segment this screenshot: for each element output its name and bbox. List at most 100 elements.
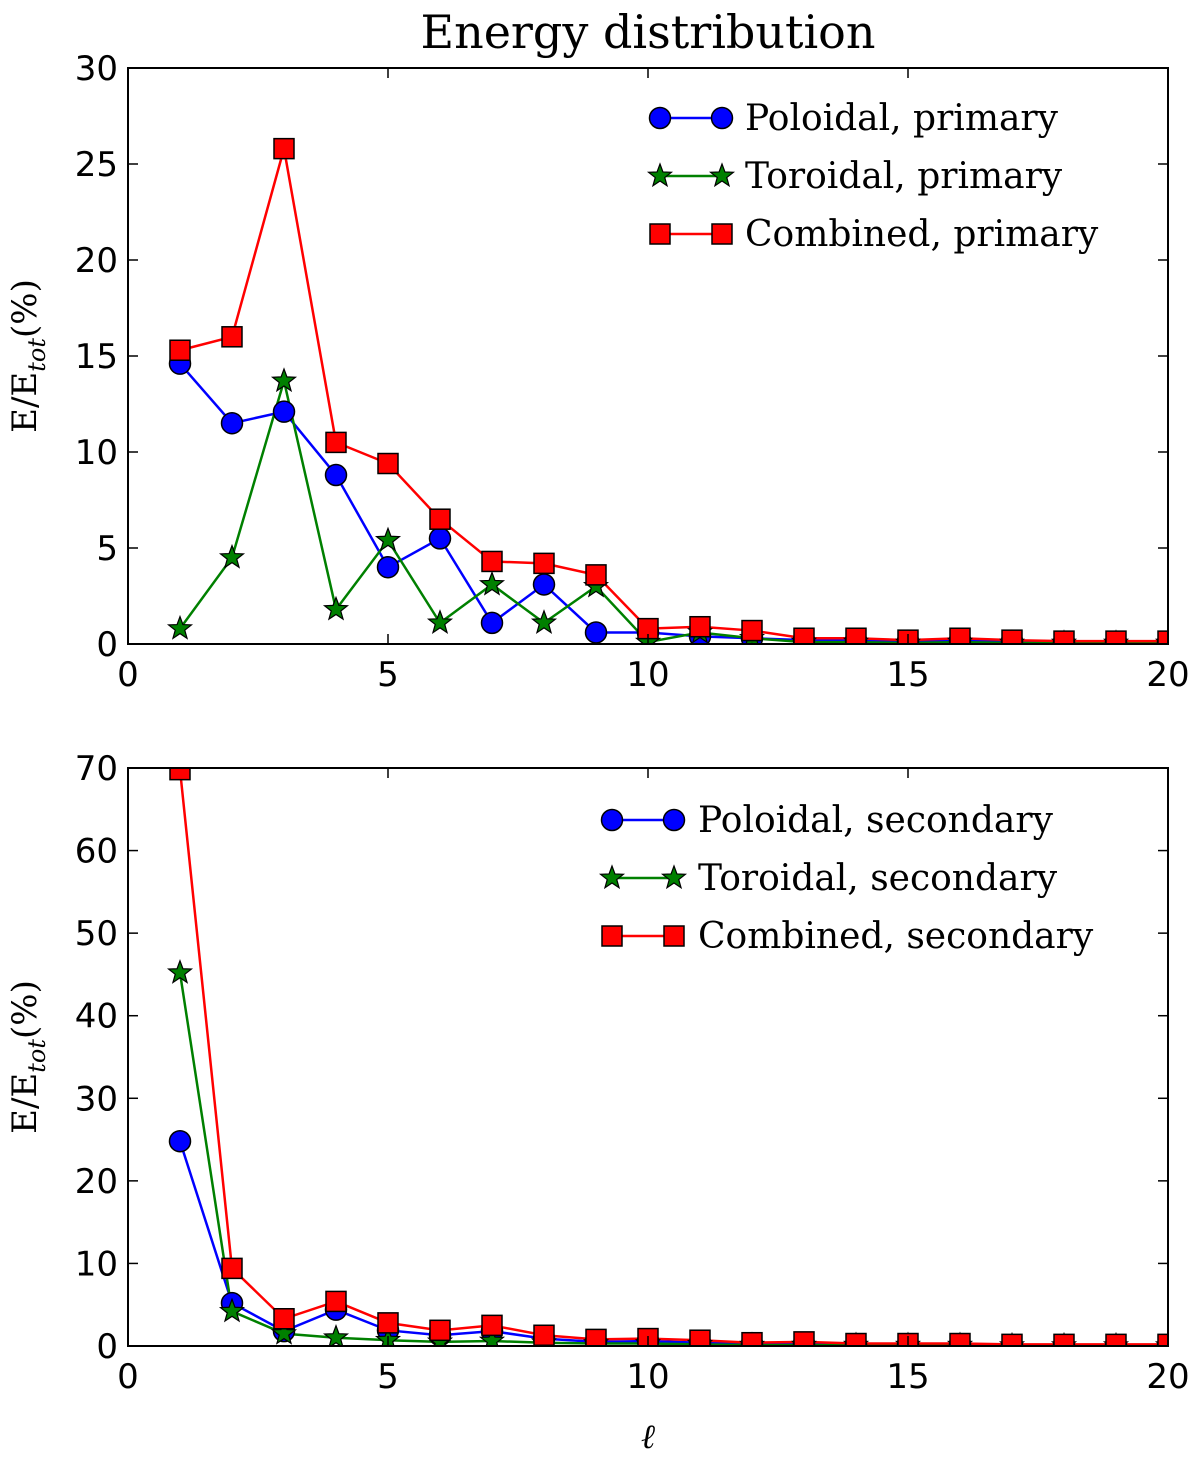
data-point-square xyxy=(429,1319,451,1342)
x-tick-label: 15 xyxy=(886,655,929,695)
legend-entry: Combined, secondary xyxy=(698,916,1094,957)
data-point-square xyxy=(325,431,347,454)
y-tick-label: 25 xyxy=(75,145,118,185)
data-point-star xyxy=(478,1327,506,1346)
legend-marker-circle xyxy=(648,106,672,130)
data-point-star xyxy=(426,609,454,634)
y-tick-label: 50 xyxy=(75,914,118,954)
subplot-2: 0 5 10 15 20 0 10 20 30 40 50 60 70 E/Etot(%) ℓ Poloida… xyxy=(5,749,1190,1457)
data-point-square xyxy=(845,627,867,644)
chart-title: Energy distribution xyxy=(420,5,875,59)
y-axis-label: E/Etot(%) xyxy=(5,980,51,1134)
y-tick-label: 10 xyxy=(75,433,118,473)
data-point-star xyxy=(322,1324,350,1346)
data-point-star xyxy=(478,570,506,596)
data-point-square xyxy=(481,1314,503,1337)
legend: Poloidal, secondary Toroidal, secondary Co… xyxy=(598,800,1094,957)
legend-marker-circle xyxy=(662,808,686,832)
data-point-square xyxy=(1053,630,1075,644)
legend-marker-star xyxy=(598,864,626,890)
y-tick-label: 0 xyxy=(96,625,118,665)
data-point-square xyxy=(533,1324,555,1346)
x-tick-label: 5 xyxy=(377,1357,399,1397)
x-tick-label: 0 xyxy=(117,1357,139,1397)
data-point-square xyxy=(377,452,399,475)
legend-entry: Poloidal, secondary xyxy=(698,800,1054,841)
y-tick-label: 0 xyxy=(96,1327,118,1367)
data-point-circle xyxy=(168,1129,192,1153)
data-point-square xyxy=(325,1290,347,1313)
x-tick-label: 20 xyxy=(1146,655,1189,695)
data-point-square xyxy=(1001,1333,1023,1346)
y-tick-label: 20 xyxy=(75,241,118,281)
legend-entry: Toroidal, secondary xyxy=(698,858,1058,899)
data-point-star xyxy=(322,595,350,621)
data-point-circle xyxy=(272,400,296,423)
data-point-square xyxy=(1001,629,1023,644)
data-point-square xyxy=(377,1312,399,1334)
x-tick-label: 20 xyxy=(1146,1357,1189,1397)
y-tick-label: 60 xyxy=(75,832,118,872)
data-point-square xyxy=(221,326,243,348)
series-line-star xyxy=(178,376,1168,644)
data-point-square xyxy=(689,615,711,638)
data-point-square xyxy=(585,1328,607,1346)
data-point-square xyxy=(481,550,503,573)
data-point-square xyxy=(1105,630,1127,644)
data-point-square xyxy=(273,1308,295,1330)
data-point-star xyxy=(270,367,298,393)
x-axis-label: ℓ xyxy=(641,1417,655,1457)
legend-marker-square xyxy=(711,223,733,245)
plot-area xyxy=(166,768,1168,1346)
data-point-star xyxy=(166,959,194,984)
data-point-square xyxy=(221,1257,243,1280)
data-point-square xyxy=(689,1329,711,1346)
data-point-square xyxy=(533,552,555,575)
data-point-square xyxy=(169,339,191,361)
data-point-square xyxy=(793,627,815,644)
data-point-square xyxy=(949,627,971,644)
data-point-star xyxy=(374,526,402,552)
data-point-circle xyxy=(220,411,244,435)
data-point-square xyxy=(585,564,607,586)
legend-marker-star xyxy=(660,864,688,890)
data-point-square xyxy=(169,768,191,781)
x-tick-label: 10 xyxy=(626,655,669,695)
legend-marker-square xyxy=(601,925,623,947)
series-line-square xyxy=(178,769,1168,1346)
data-point-star xyxy=(270,1319,298,1345)
data-point-star xyxy=(530,609,558,634)
data-point-square xyxy=(1157,1333,1168,1346)
y-tick-label: 30 xyxy=(75,1079,118,1119)
legend-marker-star xyxy=(708,162,736,188)
data-point-square xyxy=(1105,1333,1127,1346)
legend-marker-star xyxy=(646,162,674,188)
y-tick-label: 40 xyxy=(75,997,118,1037)
data-point-square xyxy=(793,1331,815,1346)
data-point-circle xyxy=(376,555,400,579)
x-tick-label: 5 xyxy=(377,655,399,695)
axes-frame xyxy=(127,767,1169,1347)
y-tick-label: 5 xyxy=(96,529,118,569)
legend-marker-circle xyxy=(600,808,624,832)
legend: Poloidal, primary Toroidal, primary Combin… xyxy=(646,98,1099,255)
data-point-square xyxy=(741,1331,763,1346)
series-line-star xyxy=(178,972,1168,1346)
data-point-circle xyxy=(584,621,608,644)
x-tick-label: 10 xyxy=(626,1357,669,1397)
data-point-square xyxy=(273,137,295,160)
data-point-square xyxy=(741,619,763,642)
x-tick-label: 0 xyxy=(117,655,139,695)
data-point-square xyxy=(949,1332,971,1346)
data-point-circle xyxy=(480,611,504,635)
y-tick-label: 15 xyxy=(75,337,118,377)
legend-marker-square xyxy=(649,223,671,245)
data-point-star xyxy=(166,614,194,640)
data-point-square xyxy=(1053,1333,1075,1346)
legend-entry: Combined, primary xyxy=(745,214,1099,255)
data-point-circle xyxy=(428,527,452,550)
plot-area xyxy=(166,137,1168,644)
y-tick-label: 20 xyxy=(75,1162,118,1202)
legend-marker-square xyxy=(663,925,685,947)
